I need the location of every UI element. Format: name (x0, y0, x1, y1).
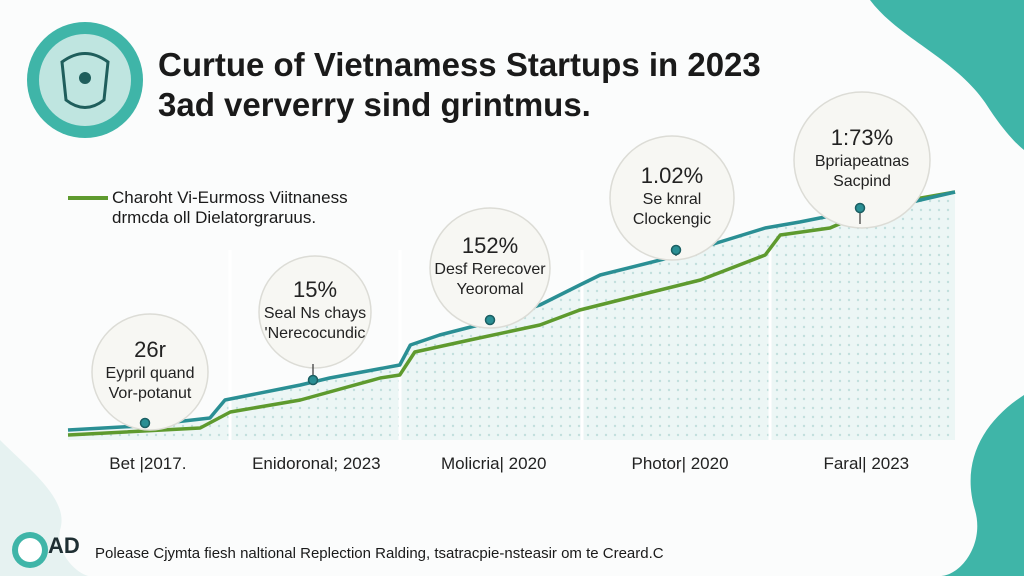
logo-face (60, 52, 110, 109)
legend-entry: Charoht Vi-Eurmoss Viitnaness drmcda oll… (112, 188, 348, 227)
annotation-value: 152% (461, 233, 519, 258)
annotation-marker (484, 314, 496, 326)
chart-title: Curtue of Vietnamess Startups in 2023 (158, 46, 761, 83)
annotation-text: Sacpind (833, 173, 891, 190)
annotation-text: Desf Rerecover (434, 261, 546, 278)
annotation-value: 1:73% (830, 125, 894, 150)
annotation: 15% Seal Ns chays 'Nerecocundic (259, 276, 371, 344)
annotation-text: 'Nerecocundic (264, 325, 366, 342)
annotation-marker (854, 202, 866, 214)
annotation-bubble (91, 313, 209, 431)
annotation-text: Eypril quand (105, 365, 195, 382)
annotation-text: Clockengic (632, 211, 712, 228)
annotation-text: Se knral (642, 191, 702, 208)
logo-eye (79, 72, 91, 84)
x-tick-label: Enidoronal; 2023 (252, 454, 381, 473)
annotation-marker (307, 374, 319, 386)
decor-blob (940, 395, 1024, 576)
annotation-bubble (258, 255, 372, 369)
annotation-text: Seal Ns chays (263, 305, 367, 322)
x-tick-label: Photor| 2020 (631, 454, 729, 473)
annotation-value: 26r (134, 337, 166, 362)
logo-text: AD (48, 533, 80, 558)
line (67, 190, 956, 437)
annotation: 152% Desf Rerecover Yeoromal (430, 232, 550, 300)
decor-blob (870, 0, 1024, 150)
chart-subtitle: 3ad ververry sind grintmus. (158, 86, 591, 123)
annotation-bubble (793, 91, 931, 229)
x-tick-label: Bet |2017. (109, 454, 187, 473)
x-tick-label: Molicria| 2020 (440, 454, 547, 473)
annotation-marker (139, 417, 151, 429)
annotation-bubble (609, 135, 735, 261)
annotation: 26r Eypril quand Vor-potanut (92, 336, 208, 404)
footer-logo-inner (18, 538, 42, 562)
annotation-text: Yeoromal (456, 281, 524, 298)
annotation-marker (670, 244, 682, 256)
x-tick-label: Faral| 2023 (823, 454, 910, 473)
footnote: Polease Cjymta fiesh naltional Replectio… (95, 545, 664, 562)
annotation: 1.02% Se knral Clockengic (610, 162, 734, 230)
annotation: 1:73% Bpriapeatnas Sacpind (794, 124, 930, 192)
annotation-text: Bpriapeatnas (814, 153, 910, 170)
annotation-text: Vor-potanut (108, 385, 192, 402)
annotation-bubble (429, 207, 551, 329)
annotation-value: 1.02% (640, 163, 704, 188)
annotation-value: 15% (292, 277, 338, 302)
